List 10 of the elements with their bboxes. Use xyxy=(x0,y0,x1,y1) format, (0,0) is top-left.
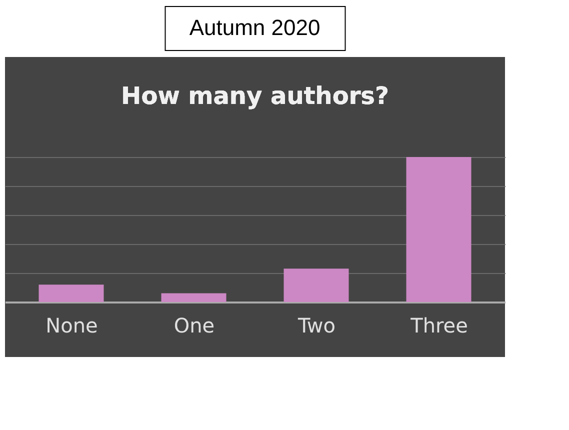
x-tick-label: Three xyxy=(410,314,468,338)
x-tick-label: None xyxy=(46,314,98,338)
x-tick-label: Two xyxy=(297,314,336,338)
bar xyxy=(38,284,104,302)
bar xyxy=(284,268,349,302)
chart-title: Autumn 2020 xyxy=(189,15,320,40)
bar xyxy=(161,293,226,302)
chart-subtitle: How many authors? xyxy=(121,82,389,110)
x-tick-label: One xyxy=(174,314,215,338)
bar xyxy=(406,157,472,302)
